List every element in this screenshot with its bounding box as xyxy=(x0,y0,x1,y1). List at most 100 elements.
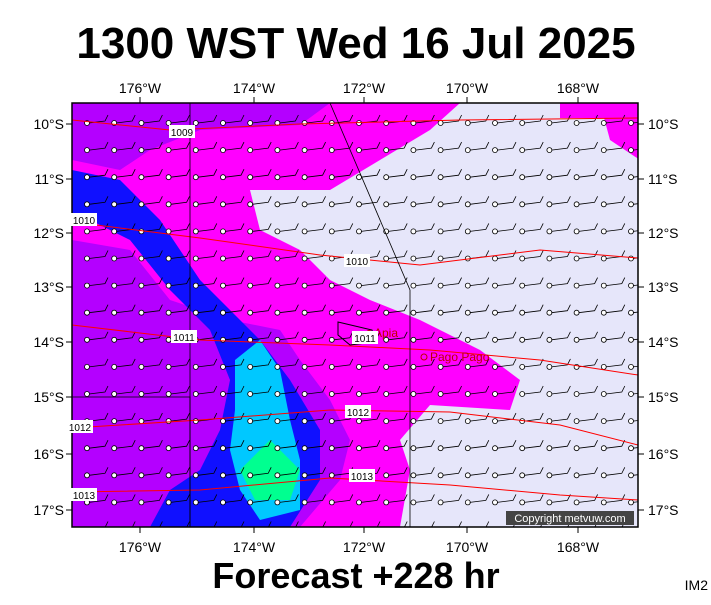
barb-station xyxy=(492,174,498,181)
wind-barb xyxy=(469,331,490,341)
wind-barb xyxy=(469,277,490,286)
barb-station xyxy=(328,228,335,235)
barb-station xyxy=(519,282,526,289)
wind-barb xyxy=(388,385,408,395)
barb-station xyxy=(464,445,471,452)
wind-barb xyxy=(252,304,272,314)
wind-barb xyxy=(306,385,326,395)
wind-barb xyxy=(116,412,136,422)
wind-barb xyxy=(524,494,544,503)
barb-station xyxy=(84,309,90,316)
barb-station xyxy=(464,472,471,479)
wind-barb xyxy=(224,141,245,151)
barb-station xyxy=(274,363,281,370)
wind-barb xyxy=(306,304,326,314)
barb-station xyxy=(600,499,607,506)
barb-station xyxy=(111,391,118,397)
lat-tick-label: 10°S xyxy=(33,116,64,132)
wind-barb xyxy=(605,196,626,205)
wind-barb xyxy=(388,277,408,286)
wind-barb xyxy=(551,223,571,232)
wind-barb xyxy=(442,467,462,476)
wind-barb xyxy=(415,358,435,368)
wind-barb xyxy=(431,521,435,527)
wind-barb xyxy=(578,440,598,449)
barb-station xyxy=(546,418,553,425)
wind-barb xyxy=(170,114,190,124)
barb-station xyxy=(84,363,90,370)
wind-barb xyxy=(605,467,626,476)
barb-station xyxy=(247,201,254,208)
wind-barb xyxy=(143,141,163,151)
barb-station xyxy=(111,336,118,343)
barb-station xyxy=(437,309,444,316)
barb-station xyxy=(410,418,417,425)
wind-barb xyxy=(224,467,245,476)
wind-barb xyxy=(306,440,326,449)
wind-barb xyxy=(306,114,326,124)
wind-barb xyxy=(333,169,354,178)
barb-station xyxy=(600,174,607,181)
barb-station xyxy=(600,147,607,154)
barb-station xyxy=(111,255,118,262)
barb-station xyxy=(519,147,526,154)
barb-station xyxy=(573,201,580,208)
wind-barb xyxy=(524,385,544,395)
lat-tick-label: 13°S xyxy=(33,279,64,295)
wind-barb xyxy=(88,412,109,422)
barb-station xyxy=(220,391,226,397)
wind-barb xyxy=(88,141,109,151)
isobar-label: 1010 xyxy=(346,257,369,268)
barb-station xyxy=(356,147,362,154)
wind-barb xyxy=(116,196,136,205)
wind-barb xyxy=(442,277,462,286)
barb-station xyxy=(573,499,580,506)
wind-barb xyxy=(496,467,517,476)
wind-barb xyxy=(252,494,272,503)
barb-station xyxy=(383,147,390,154)
barb-station xyxy=(192,255,199,262)
wind-barb xyxy=(306,250,326,259)
barb-station xyxy=(410,201,417,208)
wind-barb xyxy=(170,412,190,422)
barb-station xyxy=(464,391,471,397)
lon-tick-label: 174°W xyxy=(233,80,276,96)
wind-barb xyxy=(170,494,190,503)
barb-station xyxy=(410,391,417,397)
barb-station xyxy=(192,282,199,289)
barb-station xyxy=(192,391,199,397)
wind-barb xyxy=(197,440,218,449)
barb-station xyxy=(165,445,172,452)
wind-barb xyxy=(496,358,517,368)
barb-station xyxy=(247,472,254,479)
isobar-label: 1011 xyxy=(354,334,376,345)
barb-station xyxy=(138,201,145,208)
barb-station xyxy=(628,147,634,154)
wind-barb xyxy=(197,250,218,259)
wind-barb xyxy=(170,250,190,259)
wind-barb xyxy=(524,358,544,368)
wind-barb xyxy=(458,521,462,527)
wind-barb xyxy=(605,277,626,286)
wind-barb xyxy=(524,223,544,232)
wind-barb xyxy=(524,114,544,124)
wind-barb xyxy=(224,250,245,259)
barb-station xyxy=(192,147,199,154)
barb-station xyxy=(600,391,607,397)
barb-station xyxy=(192,120,199,126)
barb-station xyxy=(492,472,498,479)
lat-tick-label: 14°S xyxy=(33,334,64,350)
barb-station xyxy=(464,336,471,343)
barb-station xyxy=(573,120,580,126)
barb-station xyxy=(247,418,254,425)
wind-barb xyxy=(578,196,598,205)
wind-barb xyxy=(469,494,490,503)
wind-barb xyxy=(551,196,571,205)
isobar-label: 1013 xyxy=(73,491,96,502)
wind-barb xyxy=(143,358,163,368)
barb-station xyxy=(274,309,281,316)
barb-station xyxy=(600,363,607,370)
barb-station xyxy=(247,499,254,506)
wind-barb xyxy=(605,494,626,503)
wind-barb xyxy=(197,223,218,232)
